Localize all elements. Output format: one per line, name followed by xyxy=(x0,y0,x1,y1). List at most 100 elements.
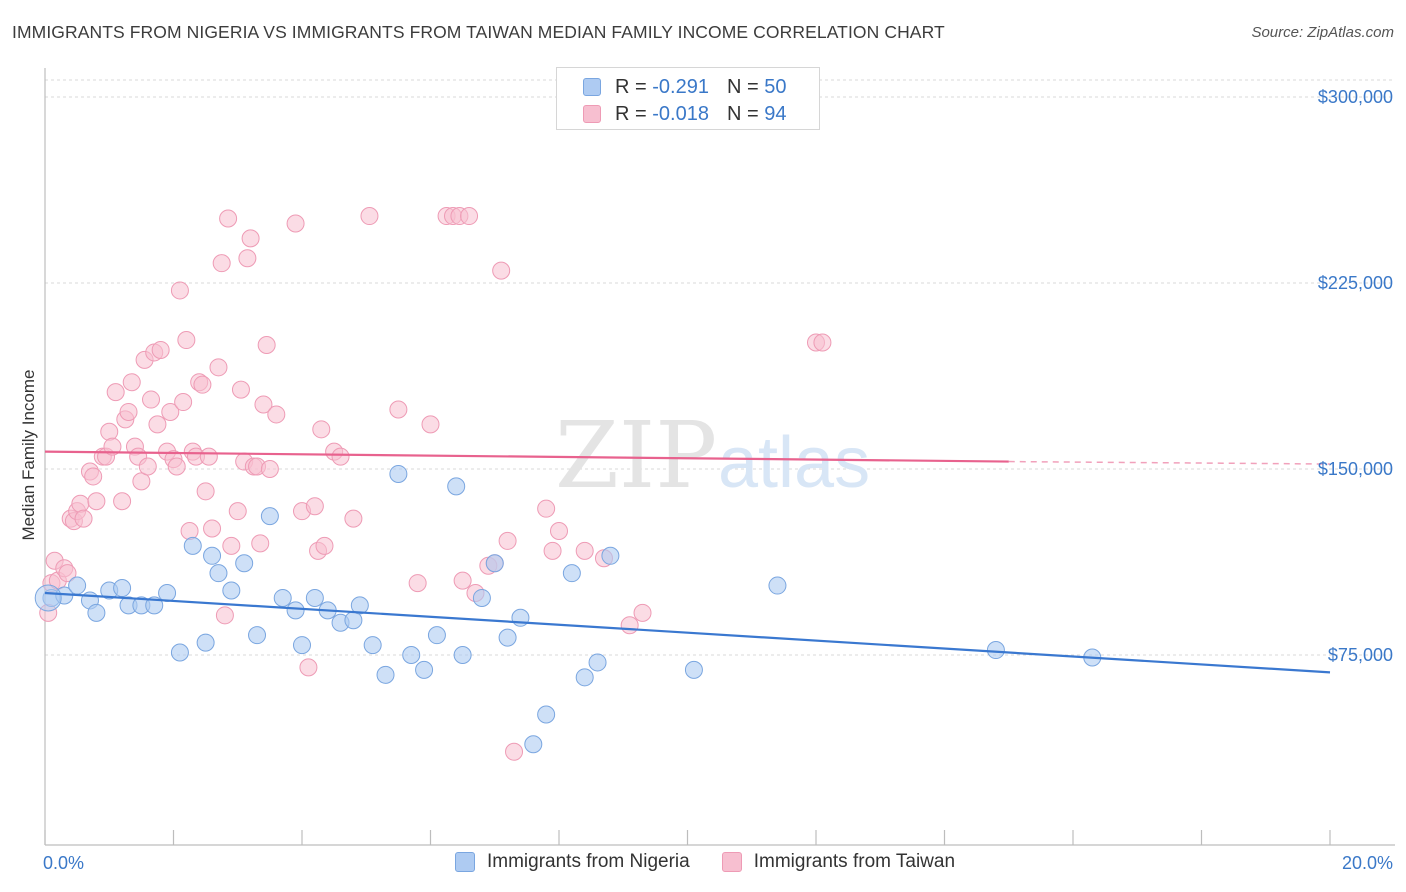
data-point-taiwan xyxy=(161,402,180,421)
y-tick-label: $225,000 xyxy=(1318,273,1393,293)
data-point-taiwan xyxy=(122,373,141,392)
data-point-taiwan xyxy=(260,460,279,478)
data-point-taiwan xyxy=(575,541,594,560)
data-point-nigeria xyxy=(305,588,324,607)
data-point-taiwan xyxy=(360,207,379,226)
data-point-nigeria xyxy=(363,636,382,655)
series-taiwan-points xyxy=(39,207,832,761)
source-label: Source: ZipAtlas.com xyxy=(1251,24,1394,41)
data-point-taiwan xyxy=(286,214,305,233)
legend-swatch-nigeria xyxy=(583,78,601,96)
data-point-nigeria xyxy=(427,626,446,645)
legend-row-nigeria: R = -0.291 N = 50 xyxy=(583,74,786,100)
data-point-taiwan xyxy=(550,522,568,540)
data-point-taiwan xyxy=(148,415,167,434)
data-point-nigeria xyxy=(485,554,504,573)
watermark: ZIP atlas xyxy=(555,402,870,509)
data-point-nigeria xyxy=(447,477,466,496)
data-point-taiwan xyxy=(537,499,556,518)
data-point-taiwan xyxy=(100,422,119,441)
data-point-nigeria xyxy=(575,668,594,687)
data-point-nigeria xyxy=(415,660,434,679)
y-tick-label: $300,000 xyxy=(1318,87,1393,107)
data-point-taiwan xyxy=(193,375,212,394)
data-point-taiwan xyxy=(299,658,318,677)
data-point-taiwan xyxy=(231,380,250,399)
legend-r-label: R = xyxy=(615,102,647,125)
data-point-taiwan xyxy=(505,742,524,761)
data-point-nigeria xyxy=(68,576,87,595)
data-point-nigeria xyxy=(286,601,305,620)
data-point-nigeria xyxy=(209,564,228,583)
data-point-taiwan xyxy=(180,522,199,540)
data-point-taiwan xyxy=(132,472,151,491)
series-legend: Immigrants from Nigeria Immigrants from … xyxy=(455,851,987,873)
data-point-nigeria xyxy=(588,653,607,672)
legend-item-taiwan[interactable]: Immigrants from Taiwan xyxy=(721,851,955,873)
data-point-taiwan xyxy=(421,415,440,434)
data-point-taiwan xyxy=(460,207,479,226)
data-point-nigeria xyxy=(222,581,241,600)
data-point-taiwan xyxy=(267,405,286,424)
data-point-taiwan xyxy=(199,447,218,466)
data-point-nigeria xyxy=(376,665,395,684)
data-point-nigeria xyxy=(601,546,620,565)
data-point-nigeria xyxy=(524,735,543,754)
y-axis-label: Median Family Income xyxy=(19,369,38,540)
watermark-zip: ZIP xyxy=(555,402,717,509)
data-point-taiwan xyxy=(151,340,170,359)
data-point-nigeria xyxy=(248,626,267,645)
data-point-taiwan xyxy=(167,457,186,476)
data-point-nigeria xyxy=(273,588,292,607)
data-point-taiwan xyxy=(74,509,93,528)
data-point-taiwan xyxy=(174,393,193,412)
data-point-nigeria xyxy=(453,646,472,664)
x-tick-label: 0.0% xyxy=(43,853,84,873)
y-tick-label: $150,000 xyxy=(1318,459,1393,479)
watermark-atlas: atlas xyxy=(718,423,870,503)
data-point-taiwan xyxy=(138,457,157,476)
x-tick-label: 20.0% xyxy=(1342,853,1393,873)
data-point-nigeria xyxy=(158,584,177,602)
data-point-taiwan xyxy=(228,502,247,521)
legend-swatch-nigeria xyxy=(455,852,475,872)
legend-r-label: R = xyxy=(615,75,647,98)
data-point-nigeria xyxy=(402,646,421,664)
legend-r-value: -0.018 xyxy=(652,102,709,125)
data-point-nigeria xyxy=(768,576,787,595)
data-point-taiwan xyxy=(222,536,241,555)
data-point-taiwan xyxy=(177,331,196,350)
data-point-taiwan xyxy=(87,492,106,511)
legend-swatch-taiwan xyxy=(583,105,601,123)
data-point-nigeria xyxy=(145,596,164,615)
data-point-nigeria xyxy=(498,628,517,647)
data-point-taiwan xyxy=(251,534,270,553)
data-point-taiwan xyxy=(344,509,363,528)
data-point-taiwan xyxy=(453,571,472,590)
chart-title: IMMIGRANTS FROM NIGERIA VS IMMIGRANTS FR… xyxy=(12,22,945,42)
data-point-taiwan xyxy=(170,281,189,300)
data-point-taiwan xyxy=(106,383,125,402)
data-point-nigeria xyxy=(113,579,132,598)
data-point-taiwan xyxy=(254,395,273,414)
data-point-taiwan xyxy=(389,400,408,419)
legend-n-value: 94 xyxy=(764,102,787,125)
data-point-taiwan xyxy=(196,482,215,501)
data-point-taiwan xyxy=(119,402,138,421)
data-point-nigeria xyxy=(537,705,556,724)
data-point-taiwan xyxy=(84,467,103,486)
data-point-taiwan xyxy=(620,616,639,635)
data-point-taiwan xyxy=(315,536,334,555)
series-nigeria-points xyxy=(34,464,1102,754)
legend-item-nigeria[interactable]: Immigrants from Nigeria xyxy=(455,851,690,873)
data-point-nigeria xyxy=(293,636,311,655)
data-point-taiwan xyxy=(257,336,276,354)
data-point-taiwan xyxy=(142,390,161,409)
data-point-nigeria xyxy=(196,633,215,652)
data-point-taiwan xyxy=(238,249,257,268)
data-point-taiwan xyxy=(103,437,122,456)
data-point-nigeria xyxy=(350,596,369,615)
data-point-nigeria xyxy=(235,554,254,573)
data-point-taiwan xyxy=(305,497,324,516)
